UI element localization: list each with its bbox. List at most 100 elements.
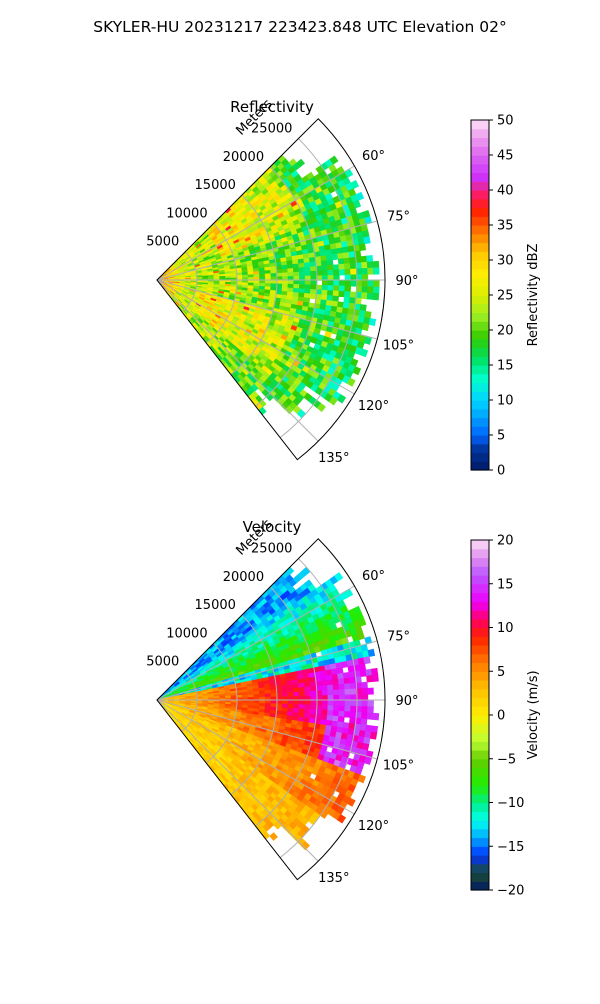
colorbar-swatch <box>471 864 489 873</box>
radar-gate <box>339 684 345 690</box>
radar-gate <box>327 710 333 715</box>
radar-gate <box>373 713 379 720</box>
radar-gate <box>305 700 311 705</box>
radar-gate <box>299 272 305 276</box>
colorbar-swatch <box>471 794 489 803</box>
colorbar-swatch <box>471 400 489 409</box>
colorbar-tick-label: 20 <box>497 534 514 549</box>
radar-gate <box>321 261 327 266</box>
radar-gate <box>362 287 368 293</box>
radar-gate <box>362 688 368 694</box>
radar-gate <box>373 293 379 300</box>
colorbar-swatch <box>471 260 489 269</box>
radar-gate <box>344 678 350 684</box>
radar-gate <box>265 274 271 277</box>
colorbar-tick-label: −5 <box>497 752 516 767</box>
colorbar-swatch <box>471 628 489 637</box>
colorbar-swatch <box>471 829 489 838</box>
radar-gate <box>344 291 350 297</box>
colorbar-swatch <box>471 461 489 470</box>
colorbar-tick-label: 5 <box>497 429 505 444</box>
radar-gate <box>350 257 356 263</box>
radar-gate <box>328 270 334 275</box>
range-tick-label: 10000 <box>166 626 207 641</box>
radar-gate <box>305 705 311 710</box>
radar-gate <box>321 681 327 686</box>
radar-gate <box>362 268 368 274</box>
radar-gate <box>311 280 317 285</box>
radar-gate <box>349 297 355 303</box>
radar-gate <box>288 692 294 696</box>
radar-gate <box>361 713 367 719</box>
radar-gate <box>310 686 316 691</box>
colorbar-swatch <box>471 278 489 287</box>
colorbar-swatch <box>471 234 489 243</box>
colorbar-tick-label: 30 <box>497 254 514 269</box>
radar-gate <box>311 700 317 705</box>
radar-gate <box>327 680 333 686</box>
radar-gate <box>265 280 271 283</box>
radar-gate <box>333 270 339 275</box>
radar-gate <box>271 690 277 694</box>
colorbar-swatch <box>471 129 489 138</box>
radar-gate <box>254 694 260 697</box>
radar-gate <box>327 290 333 295</box>
radar-gate <box>339 286 345 292</box>
radar-gate <box>350 706 356 712</box>
radar-gate <box>343 252 349 258</box>
radar-gate <box>338 259 344 265</box>
colorbar-tick-label: −20 <box>497 884 524 899</box>
radar-gate <box>270 833 278 841</box>
radar-gate <box>299 700 305 704</box>
colorbar-tick-label: 50 <box>497 114 514 129</box>
radar-gate <box>288 272 294 276</box>
range-tick-label: 20000 <box>223 150 264 165</box>
radar-gate <box>326 675 332 681</box>
radar-gate <box>288 280 294 284</box>
radar-gate <box>288 688 294 692</box>
colorbar-swatch <box>471 164 489 173</box>
colorbar-swatch <box>471 776 489 785</box>
radar-gate <box>294 284 300 288</box>
radar-gate <box>271 280 277 284</box>
radar-gate <box>259 694 265 697</box>
colorbar-swatch <box>471 339 489 348</box>
azimuth-tick-label: 135° <box>318 451 349 466</box>
colorbar-swatch <box>471 304 489 313</box>
radar-gate <box>311 285 317 290</box>
azimuth-tick-label: 90° <box>395 274 418 289</box>
colorbar-swatch <box>471 855 489 864</box>
range-tick-label: 5000 <box>146 655 179 670</box>
range-tick-label: 10000 <box>166 206 207 221</box>
colorbar-swatch <box>471 269 489 278</box>
azimuth-tick-label: 90° <box>395 694 418 709</box>
reflectivity-data-field <box>157 155 379 418</box>
colorbar-swatch <box>471 409 489 418</box>
radar-gate <box>350 683 356 689</box>
colorbar-swatch <box>471 120 489 129</box>
radar-gate <box>322 705 328 710</box>
radar-gate <box>333 286 339 292</box>
radar-gate <box>311 271 317 276</box>
colorbar-swatch <box>471 584 489 593</box>
colorbar-tick-label: −15 <box>497 840 524 855</box>
colorbar-tick-label: 10 <box>497 621 514 636</box>
colorbar-swatch <box>471 181 489 190</box>
colorbar-swatch <box>471 881 489 890</box>
radar-gate <box>282 280 288 284</box>
radar-gate <box>349 672 355 678</box>
colorbar-swatch <box>471 645 489 654</box>
radar-gate <box>333 265 339 271</box>
radar-gate <box>333 690 339 695</box>
radar-gate <box>345 269 351 275</box>
radar-gate <box>344 297 350 303</box>
radar-gate <box>322 700 328 705</box>
radar-gate <box>277 280 283 284</box>
radar-gate <box>299 285 305 290</box>
radar-gate <box>349 252 355 258</box>
colorbar-swatch <box>471 356 489 365</box>
colorbar-swatch <box>471 724 489 733</box>
radar-gate <box>294 272 300 276</box>
colorbar-swatch <box>471 286 489 295</box>
